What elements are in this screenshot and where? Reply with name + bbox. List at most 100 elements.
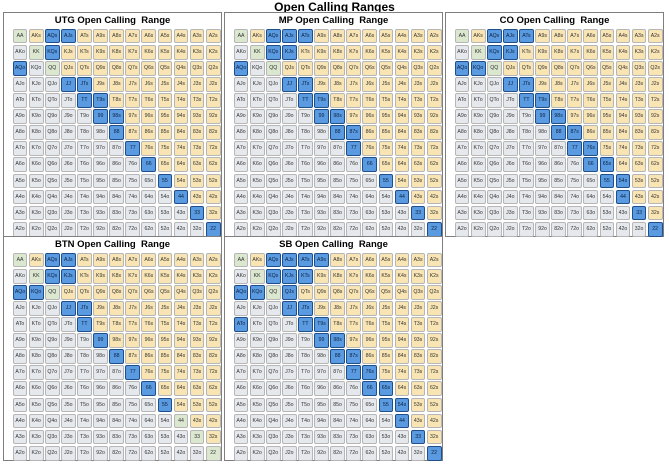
hand-cell: 75o	[125, 173, 141, 189]
hand-cell: T4s	[394, 317, 410, 332]
hand-cell: A2o	[12, 445, 28, 461]
hand-cell: J4o	[60, 189, 76, 205]
hand-cell: 64o	[362, 413, 378, 429]
hand-cell: AKs	[28, 28, 44, 44]
hand-cell: J9o	[60, 333, 76, 348]
hand-cell: K4s	[173, 268, 189, 284]
hand-cell: 65s	[599, 157, 615, 173]
hand-cell: T5s	[157, 317, 173, 332]
hand-cell: 82o	[551, 221, 566, 237]
hand-cell: A7s	[346, 252, 362, 268]
hand-cell: QTo	[486, 93, 502, 108]
hand-cell: 53o	[157, 205, 173, 221]
hand-cell: A3s	[189, 252, 205, 268]
hand-cell: K5s	[157, 44, 173, 60]
hand-cell: 32o	[189, 221, 205, 237]
hand-cell: AKo	[233, 268, 249, 284]
hand-cell: A3o	[454, 205, 470, 221]
hand-cell: KQs	[44, 268, 60, 284]
hand-cell: JJ	[281, 300, 297, 316]
hand-cell: 75o	[125, 397, 141, 413]
hand-cell: K6s	[141, 44, 157, 60]
hand-cell: K9s	[314, 268, 329, 284]
hand-cell: 55	[378, 397, 394, 413]
hand-cell: K9s	[314, 44, 329, 60]
hand-cell: AJs	[60, 28, 76, 44]
hand-cell: T9o	[298, 333, 313, 348]
hand-cell: T8o	[77, 349, 92, 364]
hand-cell: J5s	[599, 76, 615, 92]
hand-cell: 84s	[173, 125, 189, 140]
hand-cell: 63o	[362, 205, 378, 221]
hand-cell: K2o	[28, 445, 44, 461]
hand-cell: ATo	[12, 317, 28, 332]
hand-cell: A6o	[12, 157, 28, 173]
hand-cell: JTo	[60, 93, 76, 108]
hand-cell: 43s	[410, 413, 426, 429]
hand-cell: JTo	[281, 93, 297, 108]
hand-cell: A2o	[12, 221, 28, 237]
hand-cell: 66	[362, 381, 378, 397]
hand-cell: T7o	[519, 141, 534, 157]
hand-cell: JTo	[502, 93, 518, 108]
hand-cell: 32s	[205, 429, 221, 445]
hand-cell: JTo	[281, 317, 297, 332]
hand-cell: A8s	[551, 28, 566, 44]
hand-cell: K8s	[109, 44, 124, 60]
hand-cell: 86o	[330, 157, 345, 173]
hand-cell: K4o	[470, 189, 486, 205]
hand-cell: Q4o	[486, 189, 502, 205]
hand-cell: 74o	[346, 413, 362, 429]
hand-cell: T9s	[314, 317, 329, 332]
hand-cell: J8s	[109, 76, 124, 92]
hand-cell: T4s	[173, 93, 189, 108]
hand-cell: 86s	[141, 349, 157, 364]
hand-cell: T6s	[362, 93, 378, 108]
hand-cell: A5o	[233, 173, 249, 189]
hand-cell: A6o	[454, 157, 470, 173]
hand-cell: Q2s	[205, 60, 221, 76]
hand-cell: 85s	[378, 125, 394, 140]
hand-cell: A9o	[454, 109, 470, 124]
hand-cell: T9s	[93, 317, 108, 332]
hand-cell: T5o	[77, 173, 92, 189]
hand-cell: T7o	[77, 365, 92, 381]
hand-cell: Q6o	[44, 381, 60, 397]
hand-cell: 88	[109, 349, 124, 364]
hand-cell: A2s	[426, 252, 442, 268]
hand-cell: QJo	[44, 76, 60, 92]
hand-cell: J5o	[281, 397, 297, 413]
hand-cell: K6o	[249, 157, 265, 173]
hand-cell: T5s	[378, 93, 394, 108]
hand-cell: J6s	[141, 300, 157, 316]
hand-cell: KJo	[470, 76, 486, 92]
hand-cell: J9o	[60, 109, 76, 124]
hand-cell: J4s	[615, 76, 631, 92]
hand-cell: 95o	[314, 173, 329, 189]
panel-utg: UTG Open Calling Range AA AKs AQs AJs ATs A9s…	[3, 12, 222, 237]
hand-cell: T9o	[298, 109, 313, 124]
hand-cell: K7o	[28, 365, 44, 381]
hand-cell: 82o	[109, 445, 124, 461]
hand-cell: J8o	[60, 125, 76, 140]
hand-cell: AA	[12, 28, 28, 44]
hand-cell: T2o	[77, 445, 92, 461]
hand-cell: 75s	[599, 141, 615, 157]
hand-cell: T7o	[298, 365, 313, 381]
hand-cell: 92s	[205, 109, 221, 124]
hand-cell: Q9s	[535, 60, 550, 76]
hand-cell: A8s	[330, 252, 345, 268]
hand-cell: 94o	[314, 189, 329, 205]
hand-cell: 84s	[615, 125, 631, 140]
hand-cell: K8s	[330, 44, 345, 60]
hand-cell: J3s	[189, 300, 205, 316]
hand-cell: 87s	[125, 349, 141, 364]
hand-cell: 98s	[330, 109, 345, 124]
hand-cell: Q8o	[44, 349, 60, 364]
hand-cell: Q4o	[265, 189, 281, 205]
panel-mp: MP Open Calling Range AA AKs AQs AJs ATs A9s A…	[224, 12, 443, 237]
hand-cell: T4o	[519, 189, 534, 205]
hand-cell: 96o	[535, 157, 550, 173]
hand-cell: A7s	[567, 28, 583, 44]
hand-cell: A4o	[12, 413, 28, 429]
